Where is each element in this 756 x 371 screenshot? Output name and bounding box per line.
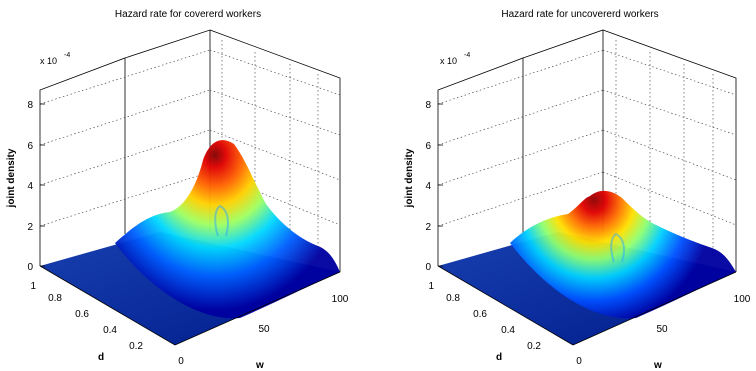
- z-tick-label: 6: [425, 141, 431, 152]
- z-tick-label: 8: [425, 100, 431, 111]
- w-tick-label: 50: [258, 324, 270, 335]
- z-tick-labels: 8 6 4 2 0: [425, 100, 431, 273]
- z-axis-ticks: [438, 104, 443, 266]
- d-tick-label: 0.4: [501, 325, 515, 336]
- chart-title: Hazard rate for covererd workers: [115, 9, 261, 20]
- surface: [438, 191, 736, 345]
- d-tick-label: 1: [30, 281, 36, 292]
- z-tick-label: 8: [27, 100, 33, 111]
- d-tick-label: 0.6: [473, 309, 487, 320]
- d-tick-label: 0.4: [103, 325, 117, 336]
- w-axis-label: w: [653, 360, 662, 371]
- z-multiplier: x 10: [440, 56, 457, 66]
- d-axis-label: d: [496, 352, 502, 363]
- w-tick-label: 0: [576, 356, 582, 367]
- d-tick-label: 0.2: [129, 341, 143, 352]
- z-axis-label: joint density: [404, 148, 415, 208]
- w-tick-label: 100: [332, 294, 349, 305]
- w-tick-label: 50: [656, 324, 668, 335]
- box-left-wall: [438, 58, 523, 266]
- d-tick-label: 0.6: [75, 309, 89, 320]
- z-axis-ticks: [40, 104, 45, 266]
- w-tick-label: 0: [178, 356, 184, 367]
- z-axis-label: joint density: [6, 148, 17, 208]
- z-tick-label: 2: [27, 222, 33, 233]
- chart-panel-uncovered: Hazard rate for uncovererd workers x 10 …: [378, 0, 756, 371]
- box-left-wall: [40, 58, 125, 266]
- d-axis-label: d: [98, 352, 104, 363]
- z-exponent: -4: [64, 52, 70, 59]
- chart-panel-covered: Hazard rate for covererd workers x 10 -4…: [0, 0, 378, 371]
- d-tick-label: 1: [428, 281, 434, 292]
- z-tick-label: 2: [425, 222, 431, 233]
- z-exponent: -4: [464, 52, 470, 59]
- chart-title: Hazard rate for uncovererd workers: [501, 9, 658, 20]
- z-multiplier: x 10: [40, 56, 57, 66]
- z-tick-label: 6: [27, 141, 33, 152]
- z-tick-label: 0: [425, 262, 431, 273]
- z-tick-label: 4: [425, 181, 431, 192]
- d-tick-label: 0.8: [446, 293, 460, 304]
- z-tick-label: 4: [27, 181, 33, 192]
- d-tick-label: 0.8: [48, 293, 62, 304]
- z-tick-labels: 8 6 4 2 0: [27, 100, 33, 273]
- w-tick-label: 100: [734, 294, 751, 305]
- w-axis-label: w: [255, 360, 264, 371]
- z-tick-label: 0: [27, 262, 33, 273]
- d-tick-label: 0.2: [527, 341, 541, 352]
